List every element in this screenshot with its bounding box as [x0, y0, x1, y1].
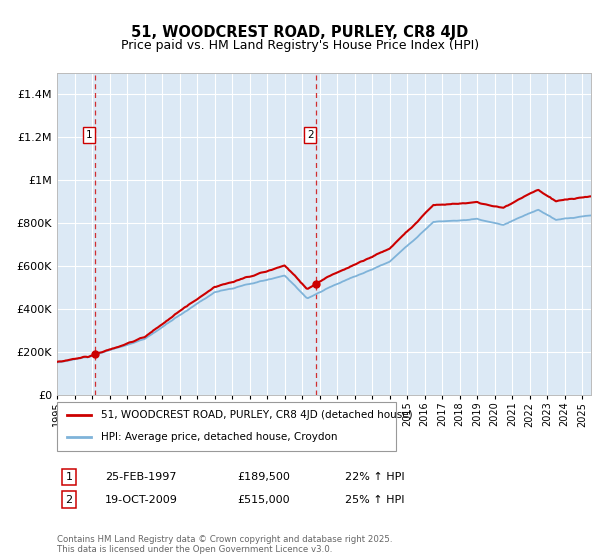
Text: 2: 2	[307, 130, 313, 140]
Text: 22% ↑ HPI: 22% ↑ HPI	[345, 472, 404, 482]
Text: 51, WOODCREST ROAD, PURLEY, CR8 4JD: 51, WOODCREST ROAD, PURLEY, CR8 4JD	[131, 25, 469, 40]
Text: HPI: Average price, detached house, Croydon: HPI: Average price, detached house, Croy…	[101, 432, 338, 442]
Text: 51, WOODCREST ROAD, PURLEY, CR8 4JD (detached house): 51, WOODCREST ROAD, PURLEY, CR8 4JD (det…	[101, 410, 413, 421]
Text: 25% ↑ HPI: 25% ↑ HPI	[345, 494, 404, 505]
Text: Price paid vs. HM Land Registry's House Price Index (HPI): Price paid vs. HM Land Registry's House …	[121, 39, 479, 53]
Text: £515,000: £515,000	[237, 494, 290, 505]
Text: 2: 2	[65, 494, 73, 505]
Text: 25-FEB-1997: 25-FEB-1997	[105, 472, 176, 482]
Text: 19-OCT-2009: 19-OCT-2009	[105, 494, 178, 505]
Text: £189,500: £189,500	[237, 472, 290, 482]
Text: 1: 1	[85, 130, 92, 140]
FancyBboxPatch shape	[57, 402, 396, 451]
Text: Contains HM Land Registry data © Crown copyright and database right 2025.
This d: Contains HM Land Registry data © Crown c…	[57, 535, 392, 554]
Text: 1: 1	[65, 472, 73, 482]
